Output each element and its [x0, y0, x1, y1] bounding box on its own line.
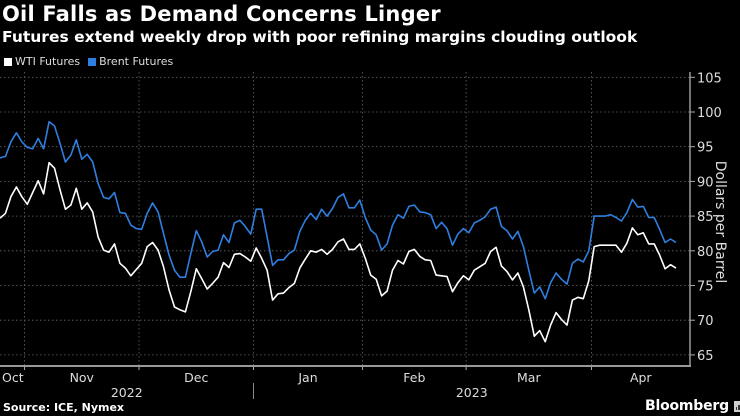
legend-label-wti: WTI Futures — [15, 55, 81, 68]
legend-swatch-wti — [4, 57, 12, 66]
year-label: 2022 — [111, 385, 143, 400]
chart-subtitle: Futures extend weekly drop with poor ref… — [2, 28, 638, 46]
y-axis-label: Dollars per Barrel — [712, 160, 728, 284]
y-tick-label: 90 — [697, 175, 714, 190]
legend-label-brent: Brent Futures — [99, 55, 174, 68]
x-tick-label: Feb — [403, 370, 425, 385]
legend-swatch-brent — [88, 57, 97, 66]
y-tick-label: 85 — [697, 210, 714, 225]
legend: WTI Futures Brent Futures — [4, 55, 173, 68]
legend-item-brent: Brent Futures — [88, 55, 173, 68]
x-tick-label: Mar — [517, 370, 541, 385]
logo-text: Bloomberg — [645, 398, 729, 414]
y-tick-label: 100 — [697, 106, 722, 121]
y-tick-label: 80 — [697, 245, 714, 260]
year-label: 2023 — [456, 385, 488, 400]
bar-chart-icon — [733, 400, 740, 412]
x-tick-label: Jan — [297, 370, 317, 385]
chart-title: Oil Falls as Demand Concerns Linger — [2, 2, 441, 26]
x-tick-label: Oct — [2, 370, 24, 385]
legend-item-wti: WTI Futures — [4, 55, 80, 68]
bloomberg-logo: Bloomberg — [645, 398, 740, 414]
y-tick-label: 105 — [697, 71, 722, 86]
y-tick-label: 75 — [697, 280, 714, 295]
y-tick-label: 95 — [697, 141, 714, 156]
y-tick-label: 70 — [697, 314, 714, 329]
x-tick-label: Apr — [630, 370, 652, 385]
x-tick-label: Dec — [184, 370, 208, 385]
y-tick-label: 65 — [697, 349, 714, 364]
series-line-wti — [0, 161, 677, 343]
series-line-brent — [0, 120, 677, 300]
x-tick-label: Nov — [70, 370, 95, 385]
source-note: Source: ICE, Nymex — [3, 401, 125, 414]
